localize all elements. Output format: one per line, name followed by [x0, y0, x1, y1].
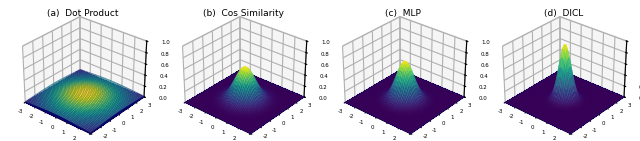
Title: (d)  DICL: (d) DICL	[543, 9, 583, 18]
Y-axis label: v: v	[459, 139, 463, 141]
Title: (a)  Dot Product: (a) Dot Product	[47, 9, 119, 18]
Y-axis label: v: v	[619, 139, 623, 141]
Y-axis label: v: v	[139, 139, 143, 141]
Title: (c)  MLP: (c) MLP	[385, 9, 421, 18]
Title: (b)  Cos Similarity: (b) Cos Similarity	[203, 9, 284, 18]
Y-axis label: v: v	[299, 139, 303, 141]
